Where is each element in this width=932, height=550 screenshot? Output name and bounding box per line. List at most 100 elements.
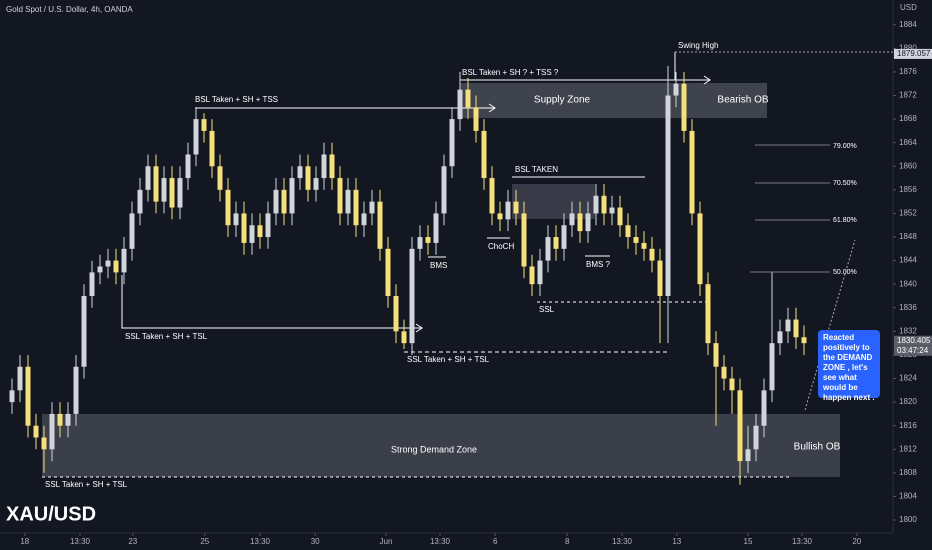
body xyxy=(233,213,239,226)
body xyxy=(673,83,679,96)
body xyxy=(265,213,271,238)
y-tick-label: 1876 xyxy=(899,67,917,76)
countdown: 03:47:24 xyxy=(897,346,929,355)
body xyxy=(81,295,87,367)
y-tick-label: 1880 xyxy=(899,43,917,52)
body xyxy=(433,213,439,243)
y-tick-label: 1816 xyxy=(899,421,917,430)
y-tick-label: 1820 xyxy=(899,397,917,406)
supply-zone xyxy=(460,83,767,118)
body xyxy=(385,248,391,296)
x-tick-label: 13:30 xyxy=(612,537,633,546)
x-tick-label: 20 xyxy=(852,537,861,546)
annotation: BMS xyxy=(430,261,447,270)
body xyxy=(569,213,575,226)
body xyxy=(457,89,463,120)
x-tick-label: 18 xyxy=(20,537,29,546)
body xyxy=(73,366,79,414)
countdown-bg xyxy=(894,345,932,356)
body xyxy=(449,119,455,167)
annotation: Bullish OB xyxy=(794,442,841,453)
body xyxy=(785,319,791,332)
body xyxy=(65,413,71,426)
body xyxy=(105,260,111,267)
price-label: 1830.405 xyxy=(897,336,931,345)
x-tick-label: 13:30 xyxy=(792,537,813,546)
fib-label: 61.80% xyxy=(833,217,857,224)
body xyxy=(273,189,279,214)
body xyxy=(441,166,447,214)
body xyxy=(217,166,223,190)
body xyxy=(529,266,535,285)
body xyxy=(753,425,759,450)
body xyxy=(401,331,407,344)
body xyxy=(425,237,431,243)
y-tick-label: 1832 xyxy=(899,326,917,335)
x-tick-label: 13:30 xyxy=(70,537,91,546)
bsl-line xyxy=(195,103,496,113)
body xyxy=(721,366,727,379)
body xyxy=(521,213,527,267)
body xyxy=(89,272,95,296)
body xyxy=(25,366,31,426)
ssl-line-1 xyxy=(121,275,423,333)
body xyxy=(545,237,551,261)
body xyxy=(121,248,127,273)
body xyxy=(361,213,367,226)
body xyxy=(417,237,423,249)
body xyxy=(609,207,615,214)
annotation: ChoCH xyxy=(488,242,514,251)
annotation: SSL xyxy=(539,305,555,314)
body xyxy=(41,437,47,450)
x-tick-label: 13:30 xyxy=(430,537,451,546)
y-tick-label: 1840 xyxy=(899,279,917,288)
body xyxy=(777,331,783,344)
annotation: BMS ? xyxy=(586,260,611,269)
body xyxy=(241,213,247,243)
body xyxy=(577,213,583,232)
body xyxy=(201,119,207,131)
body xyxy=(97,266,103,273)
body xyxy=(57,413,63,426)
body xyxy=(561,225,567,249)
body xyxy=(9,390,15,403)
body xyxy=(625,225,631,238)
ticker: XAU/USD xyxy=(6,503,96,525)
body xyxy=(497,213,503,220)
x-tick-label: 25 xyxy=(200,537,209,546)
body xyxy=(489,178,495,214)
bsl-box xyxy=(512,184,595,219)
annotation: BSL Taken + SH + TSS xyxy=(195,95,278,104)
body xyxy=(353,189,359,226)
body xyxy=(185,154,191,179)
body xyxy=(209,130,215,167)
body xyxy=(665,95,671,296)
x-tick-label: 6 xyxy=(493,537,498,546)
axes: 1800180418081812181618201824182818321836… xyxy=(20,20,932,546)
body xyxy=(289,178,295,214)
currency: USD xyxy=(900,3,917,12)
y-tick-label: 1836 xyxy=(899,303,917,312)
body xyxy=(585,213,591,232)
fib-label: 70.50% xyxy=(833,180,857,187)
body xyxy=(737,390,743,462)
body xyxy=(513,201,519,214)
fib-label: 50.00% xyxy=(833,269,857,276)
y-tick-label: 1808 xyxy=(899,468,917,477)
body xyxy=(169,178,175,208)
body xyxy=(465,89,471,108)
body xyxy=(145,166,151,190)
body xyxy=(745,449,751,462)
candles xyxy=(9,66,807,485)
body xyxy=(409,248,415,344)
body xyxy=(601,195,607,214)
y-tick-label: 1872 xyxy=(899,91,917,100)
body xyxy=(377,201,383,249)
price-label: 1879.057 xyxy=(897,49,931,58)
demand-zone xyxy=(42,414,840,477)
body xyxy=(801,337,807,344)
y-tick-label: 1844 xyxy=(899,256,917,265)
body xyxy=(393,295,399,332)
annotation: Supply Zone xyxy=(534,95,591,106)
